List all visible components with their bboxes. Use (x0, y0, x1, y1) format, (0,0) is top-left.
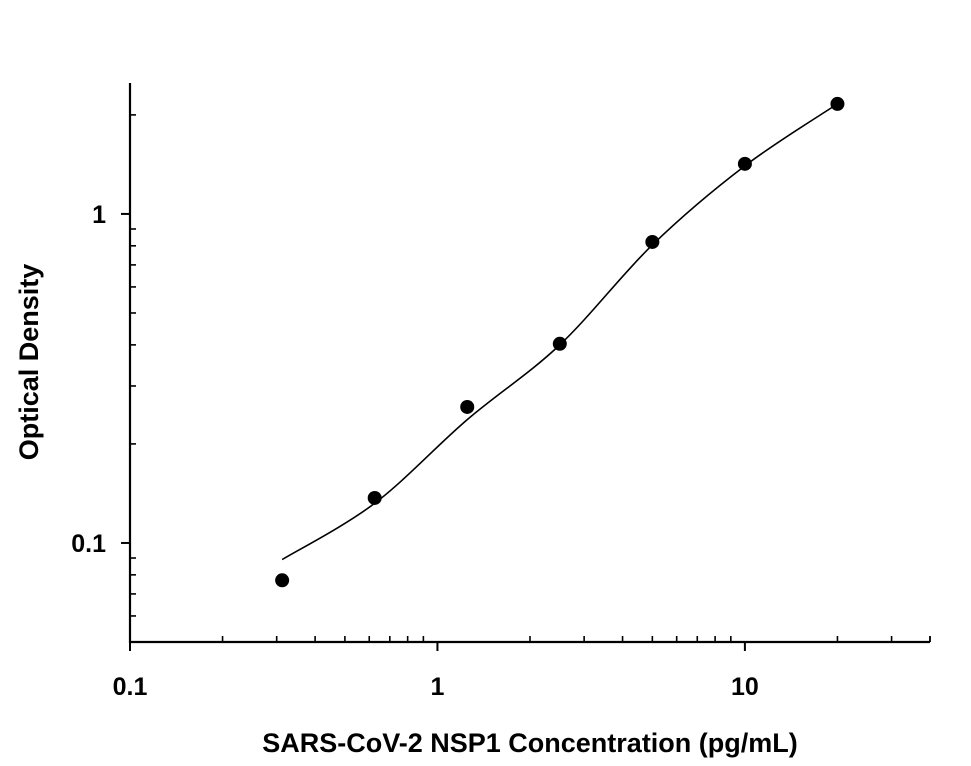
data-point (367, 490, 382, 505)
data-points (275, 96, 845, 588)
data-point (737, 156, 752, 171)
x-tick-label: 0.1 (113, 673, 148, 701)
x-tick-label: 10 (731, 673, 759, 701)
y-tick-label: 1 (92, 201, 106, 229)
data-point (645, 234, 660, 249)
data-point (275, 573, 290, 588)
y-axis-label: Optical Density (14, 264, 44, 461)
data-point (552, 336, 567, 351)
data-point (830, 96, 845, 111)
y-tick-label: 0.1 (71, 530, 106, 558)
data-point (460, 399, 475, 414)
x-axis-label: SARS-CoV-2 NSP1 Concentration (pg/mL) (262, 728, 798, 758)
fit-curve (281, 103, 838, 561)
ticks: 0.1 1 10 0.1 1 (71, 114, 931, 701)
x-tick-label: 1 (430, 673, 444, 701)
axes (128, 83, 930, 644)
